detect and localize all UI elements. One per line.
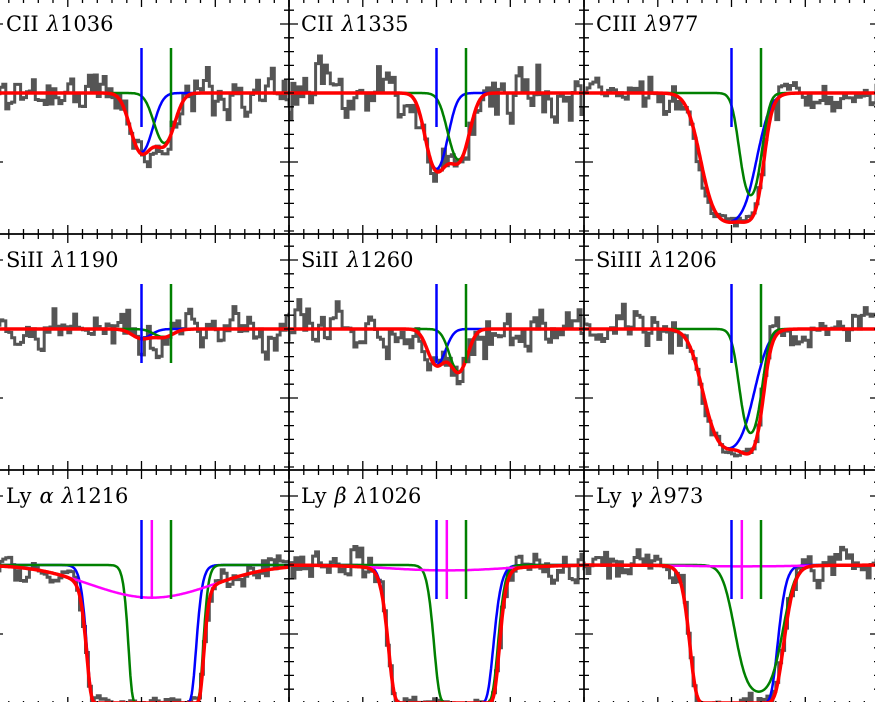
- axis-ticks: [288, 470, 585, 702]
- line-label: SiIII λ1206: [596, 248, 717, 272]
- lambda-symbol: λ: [354, 484, 368, 508]
- transition-greek: α: [39, 484, 53, 508]
- axis-ticks: [0, 234, 290, 470]
- line-label: Ly α λ1216: [6, 484, 128, 508]
- observed-spectrum: [289, 54, 584, 183]
- observed-spectrum: [0, 305, 289, 361]
- total-model-fit: [0, 564, 289, 702]
- blue-component-model: [584, 563, 875, 702]
- transition-greek: β: [333, 484, 346, 508]
- lambda-symbol: λ: [61, 484, 75, 508]
- observed-spectrum: [584, 545, 875, 702]
- total-model-fit: [289, 91, 584, 174]
- total-model-fit: [584, 327, 875, 456]
- panel-ciii-977: CIII λ977: [583, 0, 875, 235]
- axis-ticks: [288, 0, 585, 234]
- panel-frame: [583, 469, 875, 702]
- total-model-fit: [584, 563, 875, 702]
- rest-wavelength: 1206: [663, 248, 716, 272]
- total-model-fit: [0, 91, 289, 157]
- rest-wavelength: 977: [658, 12, 698, 36]
- panel-siii-1260: SiII λ1260: [288, 233, 585, 471]
- line-label: CIII λ977: [596, 12, 698, 36]
- lambda-symbol: λ: [341, 12, 355, 36]
- rest-wavelength: 1036: [60, 12, 113, 36]
- line-label: CII λ1036: [6, 12, 113, 36]
- ion-name: Ly: [301, 484, 327, 508]
- axis-ticks: [288, 234, 585, 470]
- axis-ticks: [0, 470, 290, 702]
- total-model-fit: [289, 563, 584, 702]
- line-label: Ly β λ1026: [301, 484, 421, 508]
- total-model-fit: [584, 91, 875, 224]
- green-component-model: [584, 327, 875, 435]
- panel-cii-1335: CII λ1335: [288, 0, 585, 235]
- observed-spectrum: [0, 554, 289, 702]
- rest-wavelength: 1335: [355, 12, 408, 36]
- panel-siii-1190: SiII λ1190: [0, 233, 290, 471]
- lambda-symbol: λ: [649, 484, 663, 508]
- observed-spectrum: [289, 298, 584, 386]
- observed-spectrum: [584, 302, 875, 458]
- ion-name: SiII: [6, 248, 44, 272]
- rest-wavelength: 973: [663, 484, 703, 508]
- lambda-symbol: λ: [346, 248, 360, 272]
- panel-ly-1216: Ly α λ1216: [0, 469, 290, 702]
- axis-ticks: [583, 470, 875, 702]
- transition-greek: γ: [629, 484, 642, 508]
- ion-name: SiIII: [596, 248, 642, 272]
- lambda-symbol: λ: [649, 248, 663, 272]
- ion-name: CII: [6, 12, 39, 36]
- observed-spectrum: [584, 75, 875, 228]
- line-label: SiII λ1260: [301, 248, 413, 272]
- line-label: CII λ1335: [301, 12, 408, 36]
- axis-ticks: [583, 234, 875, 470]
- total-model-fit: [289, 327, 584, 375]
- rest-wavelength: 1190: [65, 248, 118, 272]
- panel-ly-1026: Ly β λ1026: [288, 469, 585, 702]
- ion-name: SiII: [301, 248, 339, 272]
- lambda-symbol: λ: [51, 248, 65, 272]
- line-label: Ly γ λ973: [596, 484, 703, 508]
- rest-wavelength: 1026: [368, 484, 421, 508]
- rest-wavelength: 1260: [360, 248, 413, 272]
- lambda-symbol: λ: [46, 12, 60, 36]
- ion-name: Ly: [6, 484, 32, 508]
- lambda-symbol: λ: [644, 12, 658, 36]
- line-label: SiII λ1190: [6, 248, 118, 272]
- ion-name: Ly: [596, 484, 622, 508]
- blue-component-model: [584, 327, 875, 450]
- axis-ticks: [583, 0, 875, 234]
- panel-cii-1036: CII λ1036: [0, 0, 290, 235]
- green-component-model: [0, 563, 289, 702]
- rest-wavelength: 1216: [75, 484, 128, 508]
- panel-ly-973: Ly γ λ973: [583, 469, 875, 702]
- panel-siiii-1206: SiIII λ1206: [583, 233, 875, 471]
- ion-name: CII: [301, 12, 334, 36]
- green-component-model: [584, 563, 875, 693]
- axis-ticks: [0, 0, 290, 234]
- ion-name: CIII: [596, 12, 637, 36]
